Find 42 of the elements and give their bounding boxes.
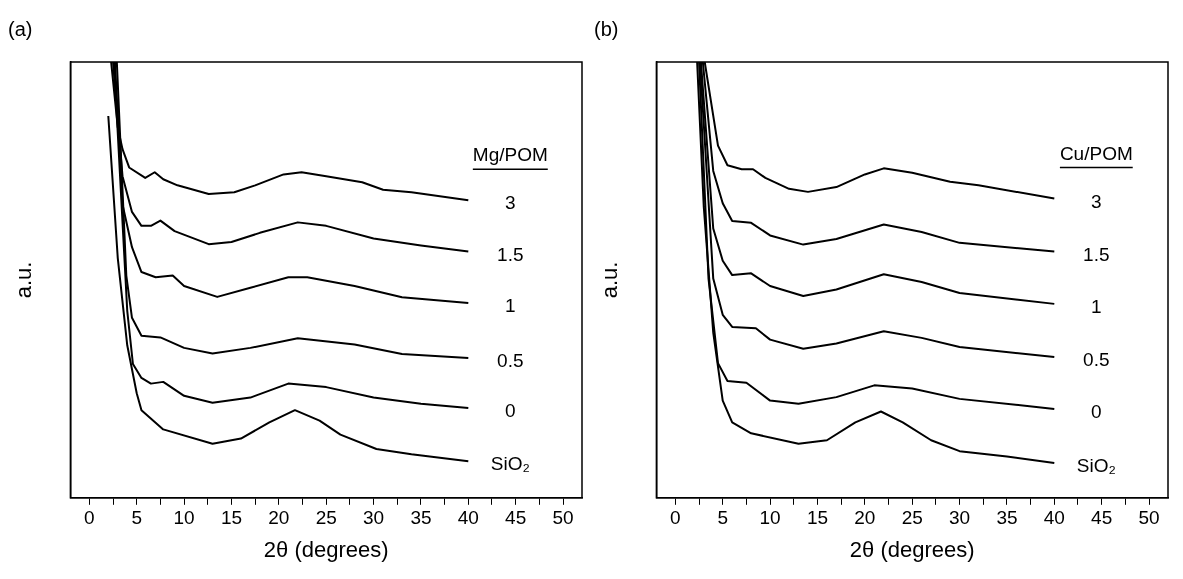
series-label: 3	[505, 192, 516, 214]
x-tick-label: 30	[949, 507, 971, 529]
x-tick-label: 15	[220, 507, 243, 529]
x-tick-label: 15	[806, 507, 829, 529]
series-label: 0.5	[1083, 349, 1110, 371]
x-tick-label: 0	[670, 507, 681, 529]
chart-title: (b)	[594, 17, 619, 40]
x-tick-label: 35	[996, 507, 1018, 529]
x-tick-label: 20	[854, 507, 876, 529]
x-tick-label: 20	[268, 507, 290, 529]
x-tick-label: 25	[315, 507, 337, 529]
x-tick-label: 30	[363, 507, 385, 529]
x-tick-label: 10	[759, 507, 781, 529]
chart-title: (a)	[8, 17, 33, 40]
x-tick-label: 5	[717, 507, 729, 529]
legend-title: Mg/POM	[472, 144, 548, 166]
series-label: 0	[1091, 401, 1102, 423]
x-tick-label: 40	[1043, 507, 1065, 529]
x-tick-label: 50	[552, 507, 574, 529]
series-label: SiO₂	[1076, 455, 1116, 477]
y-axis-title: a.u.	[597, 261, 623, 299]
x-tick-label: 50	[1138, 507, 1160, 529]
series-label: 0.5	[497, 350, 524, 372]
legend-title: Cu/POM	[1059, 142, 1133, 164]
series-label: 1	[1091, 296, 1102, 318]
x-tick-label: 45	[505, 507, 527, 529]
x-tick-label: 5	[131, 507, 143, 529]
x-axis-title: 2θ (degrees)	[263, 536, 389, 562]
x-axis-title: 2θ (degrees)	[849, 536, 975, 562]
x-tick-label: 25	[901, 507, 923, 529]
series-label: 1	[505, 295, 516, 317]
y-axis-title: a.u.	[11, 261, 37, 299]
series-label: SiO₂	[490, 453, 530, 475]
series-label: 3	[1091, 190, 1102, 212]
series-label: 0	[505, 400, 516, 422]
series-label: 1.5	[1083, 243, 1110, 265]
x-tick-label: 0	[84, 507, 95, 529]
x-tick-label: 40	[457, 507, 479, 529]
x-tick-label: 45	[1091, 507, 1113, 529]
x-tick-label: 35	[410, 507, 432, 529]
x-tick-label: 10	[173, 507, 195, 529]
series-label: 1.5	[497, 243, 524, 265]
